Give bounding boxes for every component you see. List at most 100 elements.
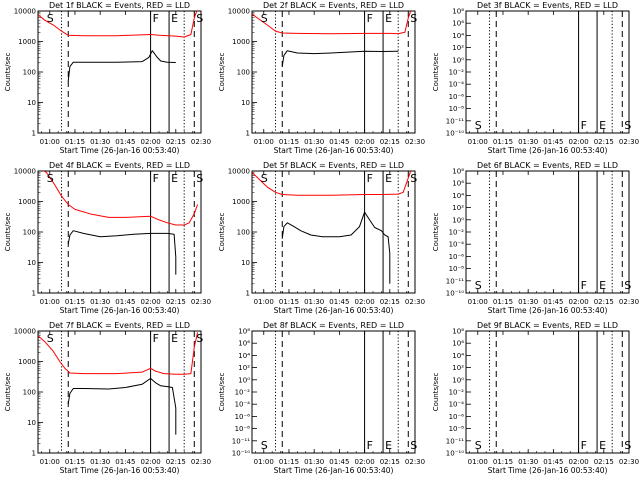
x-tick-label: 01:00 <box>40 138 60 146</box>
x-tick-label: 01:00 <box>254 138 274 146</box>
x-tick-label: 01:45 <box>329 138 349 146</box>
y-tick-label: 10⁻⁴ <box>235 401 251 409</box>
y-tick-label: 100 <box>23 389 36 397</box>
x-tick-label: 02:30 <box>405 298 425 306</box>
event-marker-label: E <box>171 332 178 345</box>
x-tick-label: 01:00 <box>40 458 60 466</box>
det9-panel <box>465 330 630 454</box>
y-tick-label: 10000 <box>228 168 250 176</box>
x-tick-label: 02:15 <box>594 298 614 306</box>
y-tick-label: 10² <box>452 44 464 52</box>
event-marker-label: F <box>581 119 587 132</box>
y-axis-label: Counts/sec <box>4 373 12 412</box>
y-tick-label: 1000 <box>18 38 36 46</box>
det4-panel <box>37 170 202 294</box>
y-tick-label: 10000 <box>228 8 250 16</box>
y-tick-label: 10⁻⁶ <box>235 413 251 421</box>
x-axis-label: Start Time (26-Jan-16 00:53:40) <box>60 146 180 155</box>
y-tick-label: 100 <box>23 69 36 77</box>
panel-title: Det 8f BLACK = Events, RED = LLD <box>263 321 404 330</box>
x-tick-label: 01:00 <box>468 138 488 146</box>
event-marker-label: F <box>581 439 587 452</box>
x-tick-label: 01:15 <box>493 458 513 466</box>
y-tick-label: 10⁻² <box>449 389 465 397</box>
plot-frame <box>251 330 416 454</box>
y-axis-label: Counts/sec <box>4 53 12 92</box>
y-tick-label: 10⁻⁸ <box>449 105 465 113</box>
y-tick-label: 10⁻¹¹ <box>232 437 250 445</box>
plot-frame <box>465 330 630 454</box>
event-marker-label: E <box>599 119 606 132</box>
event-marker-label: F <box>153 172 159 185</box>
event-marker-label: E <box>599 279 606 292</box>
det2-panel <box>251 10 416 134</box>
event-marker-label: S <box>410 439 417 452</box>
y-tick-label: 10⁻¹⁰ <box>446 290 464 298</box>
plot-frame <box>251 170 416 294</box>
y-tick-label: 10 <box>241 99 250 107</box>
det5-panel <box>251 170 416 294</box>
y-tick-label: 1 <box>32 130 36 138</box>
y-tick-label: 10⁻² <box>449 69 465 77</box>
x-tick-label: 02:30 <box>191 298 211 306</box>
y-tick-label: 10⁸ <box>452 8 464 16</box>
x-tick-label: 02:15 <box>166 458 186 466</box>
y-tick-label: 10⁰ <box>452 376 464 384</box>
x-tick-label: 01:15 <box>493 138 513 146</box>
y-tick-label: 10⁻⁸ <box>449 265 465 273</box>
x-axis-label: Start Time (26-Jan-16 00:53:40) <box>488 466 608 475</box>
event-marker-label: S <box>196 172 203 185</box>
x-tick-label: 01:45 <box>329 458 349 466</box>
x-tick-label: 01:15 <box>279 458 299 466</box>
y-tick-label: 100 <box>237 69 250 77</box>
event-marker-label: E <box>385 439 392 452</box>
x-axis-label: Start Time (26-Jan-16 00:53:40) <box>488 146 608 155</box>
x-tick-label: 01:30 <box>90 298 110 306</box>
y-tick-label: 1000 <box>18 358 36 366</box>
x-tick-label: 02:30 <box>191 458 211 466</box>
x-tick-label: 01:00 <box>254 298 274 306</box>
x-tick-label: 02:15 <box>380 298 400 306</box>
x-tick-label: 01:15 <box>65 138 85 146</box>
x-tick-label: 01:30 <box>518 298 538 306</box>
y-tick-label: 10⁻² <box>449 229 465 237</box>
event-marker-label: S <box>196 332 203 345</box>
y-tick-label: 10⁶ <box>452 20 464 28</box>
events-series-line <box>67 230 177 275</box>
x-tick-label: 01:15 <box>65 458 85 466</box>
x-tick-label: 02:00 <box>568 458 588 466</box>
panel-title: Det 7f BLACK = Events, RED = LLD <box>49 321 190 330</box>
event-marker-label: E <box>599 439 606 452</box>
x-tick-label: 02:00 <box>140 138 160 146</box>
y-tick-label: 10⁻⁸ <box>235 425 251 433</box>
event-marker-label: S <box>47 12 54 25</box>
x-axis-label: Start Time (26-Jan-16 00:53:40) <box>488 306 608 315</box>
events-series-line <box>281 50 399 67</box>
y-tick-label: 1 <box>32 450 36 458</box>
x-tick-label: 02:15 <box>594 458 614 466</box>
x-tick-label: 01:45 <box>543 458 563 466</box>
y-tick-label: 10000 <box>14 168 36 176</box>
y-tick-label: 10 <box>241 259 250 267</box>
y-tick-label: 10 <box>27 419 36 427</box>
x-tick-label: 02:15 <box>166 138 186 146</box>
event-marker-label: S <box>47 332 54 345</box>
x-tick-label: 02:15 <box>380 138 400 146</box>
x-tick-label: 02:30 <box>405 458 425 466</box>
y-tick-label: 10⁻⁸ <box>449 425 465 433</box>
y-tick-label: 10⁰ <box>452 56 464 64</box>
event-marker-label: E <box>385 172 392 185</box>
y-tick-label: 1 <box>246 290 250 298</box>
event-marker-label: S <box>410 172 417 185</box>
x-tick-label: 01:30 <box>304 458 324 466</box>
x-tick-label: 02:30 <box>619 138 639 146</box>
x-axis-label: Start Time (26-Jan-16 00:53:40) <box>274 466 394 475</box>
y-tick-label: 10⁰ <box>238 376 250 384</box>
y-tick-label: 10² <box>452 364 464 372</box>
y-tick-label: 1000 <box>232 198 250 206</box>
x-tick-label: 02:30 <box>191 138 211 146</box>
event-marker-label: F <box>153 332 159 345</box>
y-tick-label: 10⁻¹¹ <box>446 117 464 125</box>
x-axis-label: Start Time (26-Jan-16 00:53:40) <box>274 146 394 155</box>
